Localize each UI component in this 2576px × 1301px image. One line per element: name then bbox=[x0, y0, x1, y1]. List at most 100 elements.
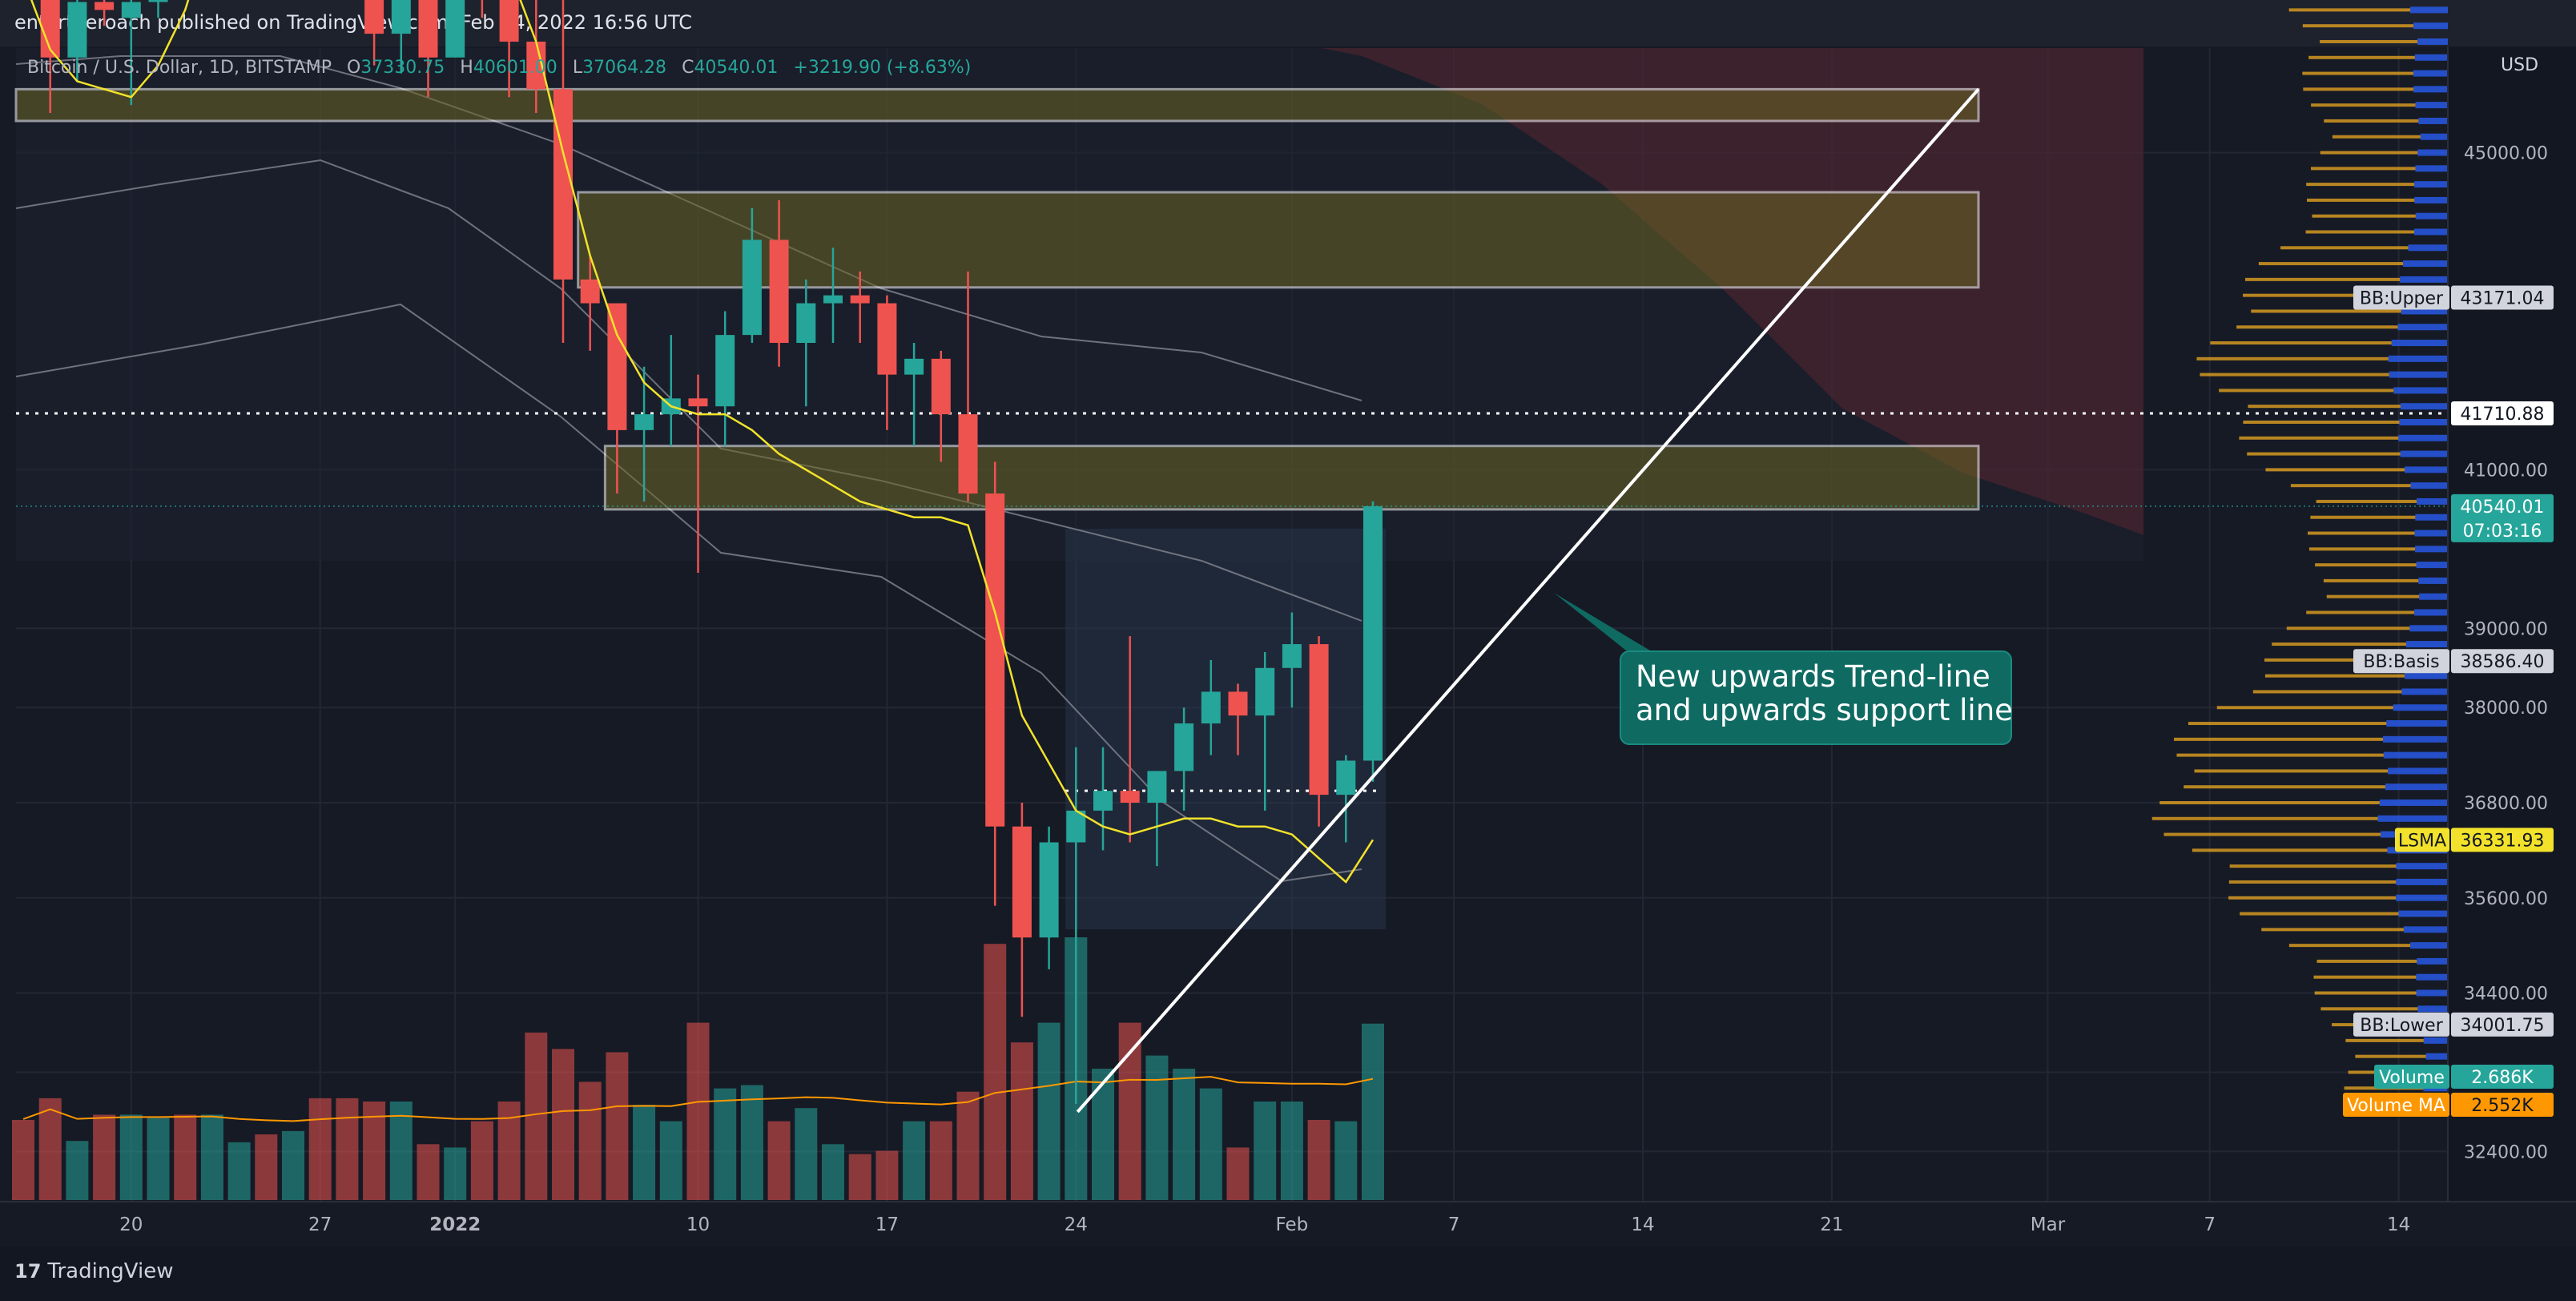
volume-bar bbox=[875, 1150, 899, 1200]
volume-profile-row-up bbox=[2413, 86, 2448, 93]
volume-profile-row-down bbox=[2258, 262, 2404, 266]
volume-profile-row-up bbox=[2389, 371, 2448, 378]
volume-profile-row-up bbox=[2401, 308, 2448, 315]
volume-profile-row-up bbox=[2417, 957, 2448, 965]
candle-body bbox=[985, 493, 1005, 827]
volume-profile-row-up bbox=[2423, 1037, 2448, 1044]
resistance-zone bbox=[577, 191, 1980, 289]
volume-bar bbox=[984, 944, 1007, 1200]
volume-profile-row-up bbox=[2414, 54, 2448, 61]
trendline-callout[interactable]: New upwards Trend-line and upwards suppo… bbox=[1620, 650, 2013, 745]
volume-profile-row-up bbox=[2397, 324, 2448, 331]
candle-body bbox=[877, 303, 897, 375]
tradingview-logo[interactable]: 17 TradingView bbox=[14, 1259, 174, 1283]
volume-profile-row-down bbox=[2332, 135, 2421, 139]
volume-bar bbox=[66, 1141, 89, 1200]
volume-bar bbox=[336, 1098, 359, 1200]
volume-profile-row-down bbox=[2308, 531, 2415, 535]
volume-bar bbox=[389, 1102, 413, 1200]
volume-bar bbox=[1362, 1023, 1384, 1200]
volume-bar bbox=[1010, 1042, 1033, 1200]
volume-bar bbox=[686, 1022, 710, 1200]
time-tick-label: 14 bbox=[2387, 1214, 2410, 1235]
time-tick-label: 21 bbox=[1820, 1214, 1843, 1235]
volume-profile-row-up bbox=[2398, 434, 2448, 441]
price-chart[interactable]: USD 45000.00 41000.00 39000.00 38000.00 36800… bbox=[0, 0, 2576, 1247]
volume-profile-row-up bbox=[2413, 70, 2448, 77]
volume-profile-row-down bbox=[2316, 499, 2417, 503]
price-axis-label: 43171.04 BB:Upper bbox=[2353, 285, 2554, 310]
volume-profile-row-up bbox=[2401, 688, 2448, 695]
price-tick-label: 38000.00 bbox=[2464, 699, 2548, 719]
price-label-value: 41710.88 bbox=[2461, 405, 2545, 425]
lsma-line bbox=[30, 0, 1375, 884]
callout-line-2: and upwards support line bbox=[1636, 693, 2013, 727]
candles bbox=[40, 0, 1383, 1105]
volume-profile-row-down bbox=[2314, 991, 2417, 995]
time-tick-label: 14 bbox=[1631, 1214, 1654, 1235]
volume-profile-row-down bbox=[2243, 420, 2400, 424]
volume-profile-row-down bbox=[2320, 1007, 2418, 1011]
volume-profile-row-down bbox=[2240, 912, 2399, 916]
volume-profile-row-down bbox=[2251, 309, 2401, 313]
volume-bar bbox=[282, 1130, 304, 1200]
volume-profile-row-down bbox=[2196, 356, 2389, 360]
volume-profile-row-up bbox=[2409, 625, 2448, 632]
bb-lower-line bbox=[15, 303, 1362, 883]
volume-profile-row-up bbox=[2414, 530, 2448, 537]
volume-bar bbox=[606, 1052, 629, 1200]
volume-profile-row-up bbox=[2414, 196, 2448, 203]
volume-profile-row-down bbox=[2308, 55, 2415, 59]
price-label-box bbox=[2451, 649, 2554, 674]
time-tick-label: 24 bbox=[1065, 1214, 1088, 1235]
volume-bar bbox=[1254, 1102, 1277, 1200]
candle bbox=[688, 374, 708, 574]
price-tick-label: 41000.00 bbox=[2464, 461, 2548, 481]
price-label-value: 2.686K bbox=[2471, 1068, 2534, 1088]
volume-profile-row-up bbox=[2393, 704, 2448, 711]
volume-profile-row-down bbox=[2264, 674, 2405, 678]
volume-profile-row-down bbox=[2192, 848, 2388, 852]
price-label-tag: BB:Basis bbox=[2363, 652, 2439, 672]
price-tick-label: 36800.00 bbox=[2464, 794, 2548, 814]
volume-profile-row-up bbox=[2415, 102, 2448, 109]
volume-profile-row-down bbox=[2312, 214, 2416, 218]
volume-profile-row-up bbox=[2417, 1005, 2448, 1013]
candle-body bbox=[121, 2, 141, 18]
candle-body bbox=[1255, 667, 1275, 716]
price-label-box bbox=[2451, 828, 2554, 852]
volume-profile-row-up bbox=[2400, 403, 2448, 410]
volume-bar bbox=[659, 1121, 682, 1200]
volume-profile-row-down bbox=[2229, 864, 2397, 868]
price-tick-label: 35600.00 bbox=[2464, 889, 2548, 909]
volume-bar bbox=[1173, 1069, 1196, 1200]
volume-profile-row-down bbox=[2252, 690, 2402, 694]
volume-profile-row-down bbox=[2228, 896, 2397, 900]
candle-body bbox=[1012, 826, 1032, 938]
volume-profile-row-down bbox=[2280, 246, 2409, 250]
candle bbox=[481, 0, 484, 18]
candle bbox=[715, 311, 735, 446]
volume-profile-row-down bbox=[2176, 753, 2384, 757]
volume-profile-row-down bbox=[2248, 405, 2401, 409]
volume-profile-row-down bbox=[2313, 975, 2417, 979]
volume-profile-row-down bbox=[2324, 119, 2419, 123]
volume-ma-line bbox=[22, 1076, 1374, 1122]
volume-bar bbox=[848, 1154, 871, 1200]
volume-profile-row-down bbox=[2306, 610, 2415, 614]
volume-bar bbox=[525, 1032, 548, 1200]
time-tick-label: Feb bbox=[1276, 1214, 1309, 1235]
volume-profile-row-down bbox=[2310, 515, 2416, 519]
price-axis-label: 2.552K Volume MA bbox=[2343, 1093, 2554, 1117]
volume-bar bbox=[552, 1049, 574, 1200]
volume-profile-row-up bbox=[2403, 260, 2448, 268]
volume-profile-row-up bbox=[2393, 387, 2448, 394]
volume-bar bbox=[1199, 1088, 1222, 1200]
candle-body bbox=[1363, 505, 1383, 761]
volume-bar bbox=[903, 1121, 926, 1200]
candle-body bbox=[1201, 691, 1221, 724]
trend-line bbox=[1076, 88, 1980, 1114]
high-label: H bbox=[460, 58, 473, 78]
volume-profile-row-up bbox=[2417, 149, 2448, 156]
volume-profile-row-down bbox=[2219, 389, 2394, 393]
